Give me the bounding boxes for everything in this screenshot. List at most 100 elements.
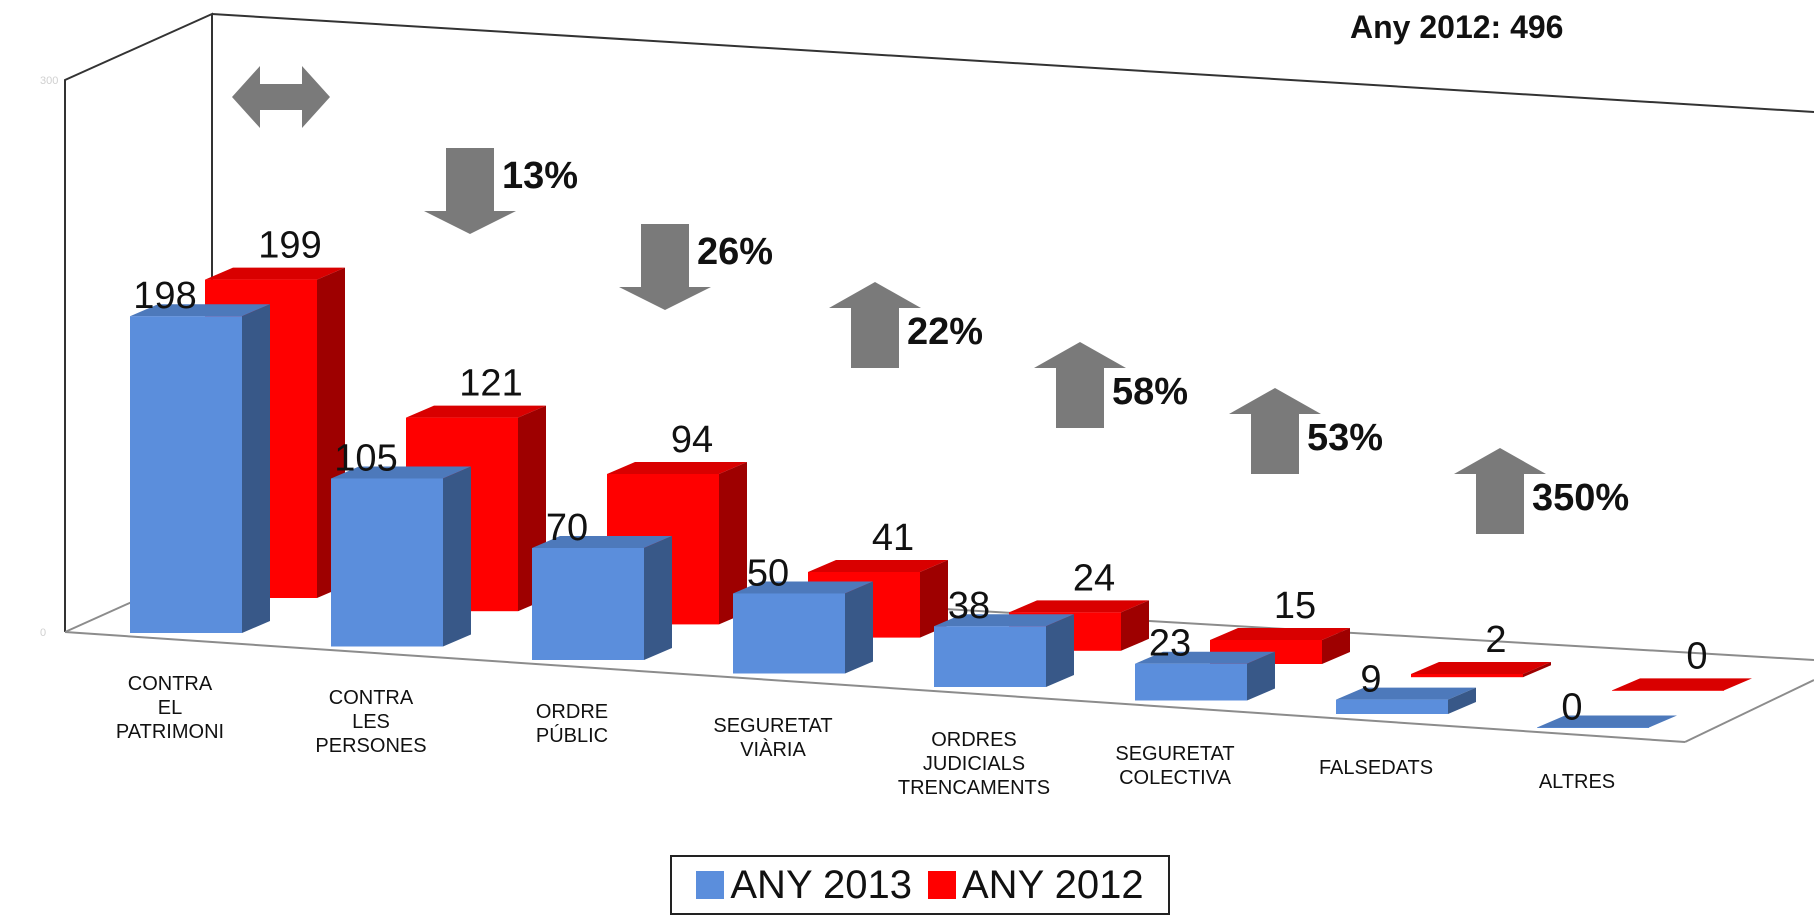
bar-2013-0-side: [242, 304, 270, 633]
change-label: 350%: [1532, 477, 1629, 519]
bar-2013-2-top: [532, 536, 672, 548]
bar-2013-0-front: [130, 316, 242, 633]
value-label-2013: 23: [1149, 623, 1191, 665]
bar-2012-6-top: [1411, 662, 1551, 674]
change-label: 22%: [907, 311, 983, 353]
bar-2013-3: [733, 581, 873, 674]
bar-2013-0-top: [130, 304, 270, 317]
value-label-2012: 94: [671, 419, 713, 461]
bar-2012-4-top: [1009, 600, 1149, 613]
bar-2013-4-side: [1046, 614, 1074, 687]
bar-2013-6-front: [1336, 699, 1448, 714]
legend: ANY 2013 ANY 2012: [670, 855, 1170, 915]
change-arrow-up: [829, 282, 921, 368]
value-label-2012: 15: [1274, 585, 1316, 627]
bar-2013-1: [331, 466, 471, 647]
y-tick-label: 300: [40, 75, 58, 87]
change-arrow-down: [424, 148, 516, 234]
bars: [130, 267, 1752, 728]
bar-2013-1-front: [331, 478, 443, 647]
floor-right-edge: [1684, 679, 1814, 743]
bar-2013-5-front: [1135, 663, 1247, 701]
bar-2012-5-top: [1210, 628, 1350, 640]
change-arrow-up: [1034, 342, 1126, 428]
bar-2012-6-front: [1411, 674, 1523, 678]
floor-front-edge: [64, 631, 1686, 743]
change-indicators: 13% 26% 22% 58% 53% 350%: [232, 66, 1629, 534]
bar-2013-3-top: [733, 581, 873, 594]
category-label: CONTRA LES PERSONES: [315, 687, 426, 757]
change-label: 58%: [1112, 371, 1188, 413]
y-tick-label: 0: [40, 627, 46, 639]
bar-2013-3-front: [733, 593, 845, 674]
category-label: SEGURETAT VIÀRIA: [713, 715, 832, 761]
top-note: Any 2012: 496: [1350, 9, 1563, 45]
legend-label-2013: ANY 2013: [730, 862, 912, 907]
category-labels: CONTRA EL PATRIMONI CONTRA LES PERSONES ORDRE P…: [116, 673, 1615, 799]
bar-2013-5-side: [1247, 651, 1275, 701]
bar-2013-5: [1135, 651, 1275, 701]
bar-2013-2-side: [644, 536, 672, 660]
bar-2013-7-front: [1537, 727, 1649, 728]
bar-2013-7: [1537, 715, 1677, 728]
category-label: CONTRA EL PATRIMONI: [116, 673, 224, 743]
legend-item-2013: ANY 2013: [696, 863, 912, 908]
bar-2013-6: [1336, 687, 1476, 714]
value-label-2012: 0: [1686, 635, 1707, 677]
value-label-2013: 38: [948, 585, 990, 627]
bar-2012-1-top: [406, 405, 546, 418]
bar-2013-6-side: [1448, 687, 1476, 714]
bar-2012-2-top: [607, 462, 747, 474]
legend-swatch-2012: [928, 871, 956, 899]
bar-2012-7-front: [1612, 690, 1724, 691]
bar-2013-7-top: [1537, 715, 1677, 728]
change-label: 26%: [697, 231, 773, 273]
category-label: ORDRES JUDICIALS TRENCAMENTS: [898, 729, 1050, 799]
value-label-2012: 2: [1485, 619, 1506, 661]
change-label: 53%: [1307, 417, 1383, 459]
change-arrow-down: [619, 224, 711, 310]
bar-2012-5-side: [1322, 628, 1350, 664]
bar-2013-3-side: [845, 581, 873, 674]
bar-2013-1-top: [331, 466, 471, 479]
value-label-2013: 198: [133, 275, 196, 317]
bar-2012-2-side: [719, 462, 747, 625]
value-label-2013: 9: [1360, 659, 1381, 701]
legend-label-2012: ANY 2012: [962, 862, 1144, 907]
category-label: SEGURETAT COLECTIVA: [1115, 743, 1234, 789]
bar-2013-6-top: [1336, 687, 1476, 700]
y-axis-ticks: 0 300: [40, 75, 58, 639]
bar-2013-2: [532, 536, 672, 660]
bar-2012-0-top: [205, 267, 345, 280]
category-label: ALTRES: [1539, 771, 1615, 793]
change-arrow-both: [232, 66, 330, 128]
value-label-2012: 41: [872, 517, 914, 559]
bar-2013-4-front: [934, 626, 1046, 687]
change-arrow-up: [1454, 448, 1546, 534]
value-label-2013: 105: [334, 438, 397, 480]
bar-2012-7-top: [1612, 678, 1752, 691]
value-label-2013: 0: [1561, 687, 1582, 729]
bar-2012-3-top: [808, 560, 948, 572]
back-top-edge: [211, 13, 1814, 113]
bar-2013-5-top: [1135, 651, 1275, 664]
category-label: ORDRE PÚBLIC: [536, 701, 608, 747]
change-arrow-up: [1229, 388, 1321, 474]
legend-swatch-2013: [696, 871, 725, 899]
bar-2012-4-side: [1121, 600, 1149, 651]
change-label: 13%: [502, 155, 578, 197]
bar-2013-4: [934, 614, 1074, 687]
bar-2013-2-front: [532, 548, 644, 660]
bar-2013-4-top: [934, 614, 1074, 627]
value-label-2012: 121: [459, 363, 522, 405]
bar-2012-6-side: [1523, 662, 1551, 678]
bar-2013-1-side: [443, 466, 471, 647]
bar-2012-7: [1612, 678, 1752, 691]
bar-2013-0: [130, 304, 270, 633]
legend-item-2012: ANY 2012: [928, 863, 1144, 908]
bar-2012-3-side: [920, 560, 948, 638]
value-label-2012: 199: [258, 225, 321, 267]
data-labels: 199 198 121 105 94 70 41 50 24 38 15 23 2 9 0 0: [133, 225, 1707, 729]
category-label: FALSEDATS: [1319, 757, 1433, 779]
